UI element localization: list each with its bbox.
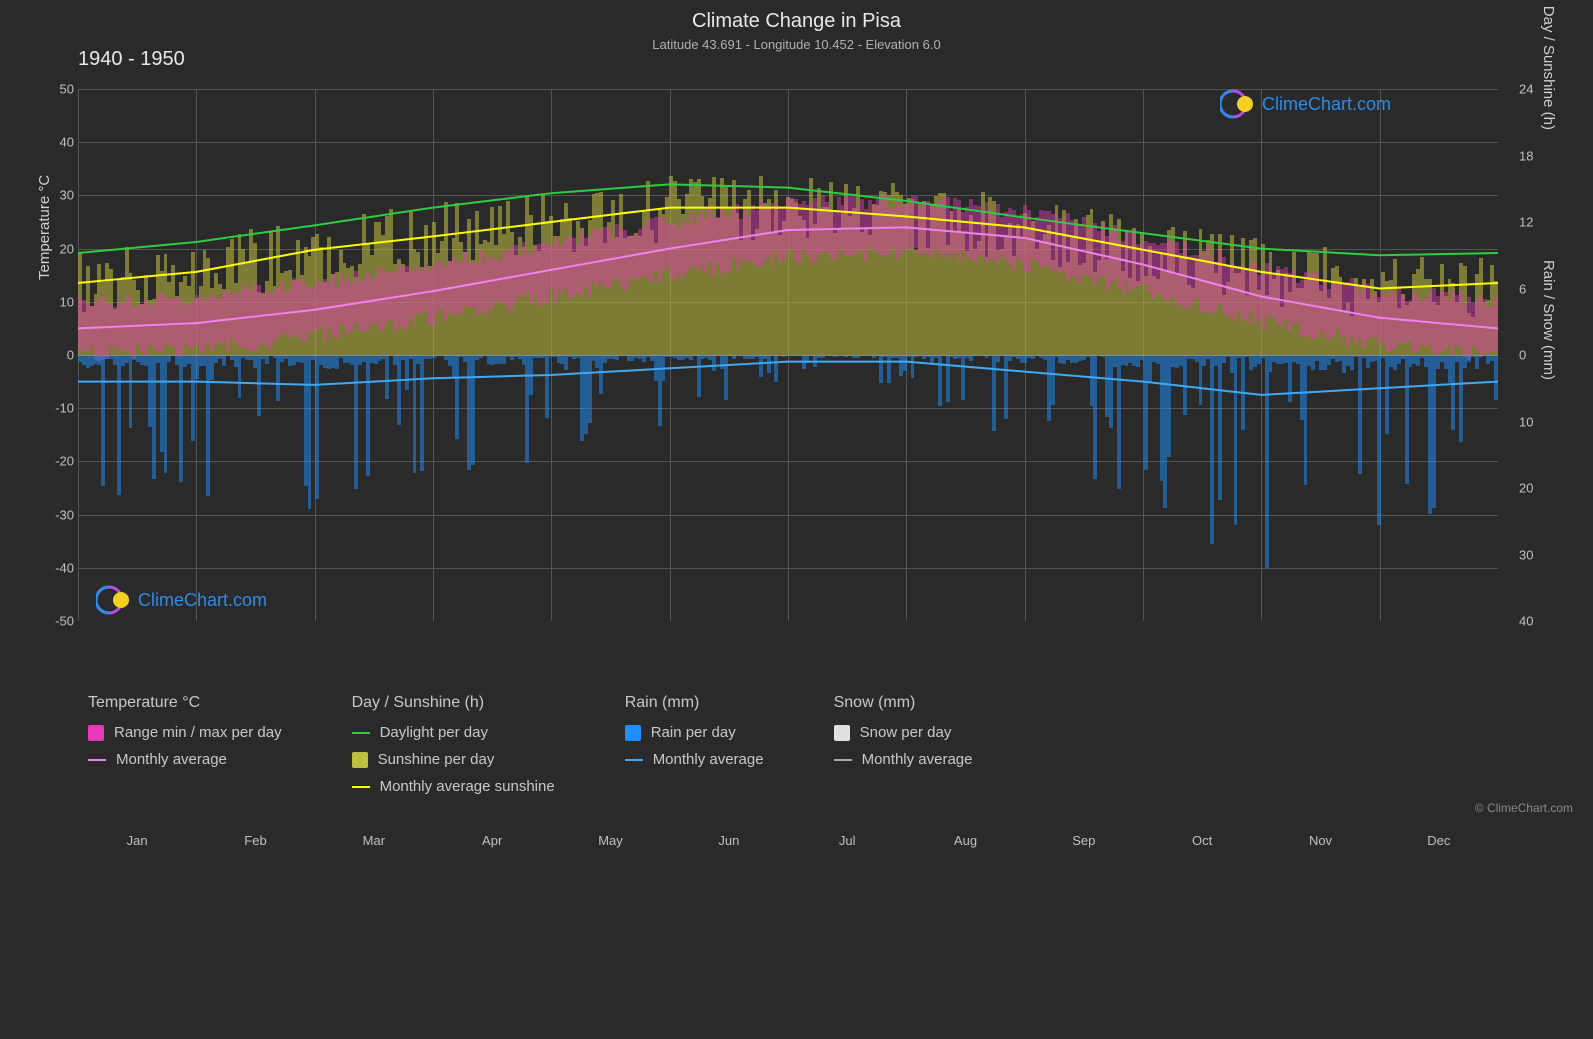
legend-line: [834, 759, 852, 761]
x-month-tick: Oct: [1192, 833, 1212, 1039]
year-range-label: 1940 - 1950: [78, 48, 185, 71]
zero-line: [78, 355, 1498, 356]
legend-header: Day / Sunshine (h): [352, 694, 555, 712]
legend-snow: Snow (mm) Snow per day Monthly average: [834, 694, 973, 795]
legend-sunshine: Day / Sunshine (h) Daylight per day Sunsh…: [352, 694, 555, 795]
legend-label: Range min / max per day: [114, 724, 282, 741]
x-month-tick: Jan: [127, 833, 148, 1039]
legend-label: Monthly average: [862, 751, 973, 768]
legend-label: Sunshine per day: [378, 751, 495, 768]
watermark-bottom: ClimeChart.com: [96, 582, 267, 618]
legend-label: Snow per day: [860, 724, 952, 741]
legend-item: Range min / max per day: [88, 724, 282, 741]
legend-swatch: [834, 725, 850, 741]
x-month-tick: Nov: [1309, 833, 1332, 1039]
y-right-tick: 0: [1519, 348, 1545, 363]
legend-line: [88, 759, 106, 761]
climechart-logo-icon: [1220, 86, 1256, 122]
legend-item: Rain per day: [625, 724, 764, 741]
y-left-tick: -30: [48, 507, 74, 522]
x-month-tick: Jul: [839, 833, 856, 1039]
legend-label: Monthly average sunshine: [380, 778, 555, 795]
legend-swatch: [352, 752, 368, 768]
legend-line: [352, 732, 370, 734]
y-left-tick: -20: [48, 454, 74, 469]
legend-item: Daylight per day: [352, 724, 555, 741]
y-right-tick: 12: [1519, 215, 1545, 230]
legend-header: Temperature °C: [88, 694, 282, 712]
y-right-tick: 10: [1519, 414, 1545, 429]
y-left-tick: -50: [48, 614, 74, 629]
y-left-tick: -10: [48, 401, 74, 416]
y-right-tick: 6: [1519, 281, 1545, 296]
plot-area: [78, 89, 1498, 621]
y-right-tick: 24: [1519, 82, 1545, 97]
x-month-tick: Sep: [1072, 833, 1095, 1039]
legend-item: Sunshine per day: [352, 751, 555, 768]
y-left-tick: 40: [48, 135, 74, 150]
y-left-tick: -40: [48, 560, 74, 575]
chart-subtitle: Latitude 43.691 - Longitude 10.452 - Ele…: [0, 33, 1593, 52]
y-left-tick: 50: [48, 82, 74, 97]
legend-header: Snow (mm): [834, 694, 973, 712]
legend-item: Snow per day: [834, 724, 973, 741]
legend-line: [352, 786, 370, 788]
legend-swatch: [625, 725, 641, 741]
watermark-text: ClimeChart.com: [138, 590, 267, 611]
x-month-tick: Aug: [954, 833, 977, 1039]
climechart-logo-icon: [96, 582, 132, 618]
legend-label: Rain per day: [651, 724, 736, 741]
y-left-tick: 20: [48, 241, 74, 256]
legend-line: [625, 759, 643, 761]
y-right-tick: 30: [1519, 547, 1545, 562]
copyright-label: © ClimeChart.com: [1475, 801, 1573, 815]
y-left-tick: 30: [48, 188, 74, 203]
legend-item: Monthly average: [88, 751, 282, 768]
legend-temperature: Temperature °C Range min / max per day Mo…: [88, 694, 282, 795]
y-left-tick: 0: [48, 348, 74, 363]
watermark-top: ClimeChart.com: [1220, 86, 1391, 122]
legend-label: Daylight per day: [380, 724, 488, 741]
legend-header: Rain (mm): [625, 694, 764, 712]
watermark-text: ClimeChart.com: [1262, 94, 1391, 115]
x-month-tick: Mar: [363, 833, 385, 1039]
y-right-top-axis-label: Day / Sunshine (h): [1540, 6, 1557, 130]
x-month-tick: May: [598, 833, 623, 1039]
y-right-tick: 20: [1519, 481, 1545, 496]
x-month-tick: Jun: [718, 833, 739, 1039]
x-month-tick: Dec: [1427, 833, 1450, 1039]
legend-label: Monthly average: [653, 751, 764, 768]
y-left-tick: 10: [48, 294, 74, 309]
chart-area: [78, 75, 1498, 635]
y-right-tick: 40: [1519, 614, 1545, 629]
legend-item: Monthly average sunshine: [352, 778, 555, 795]
legend-item: Monthly average: [625, 751, 764, 768]
legend-swatch: [88, 725, 104, 741]
y-right-tick: 18: [1519, 148, 1545, 163]
x-month-tick: Feb: [244, 833, 266, 1039]
legend-item: Monthly average: [834, 751, 973, 768]
legend-label: Monthly average: [116, 751, 227, 768]
x-month-tick: Apr: [482, 833, 502, 1039]
legend: Temperature °C Range min / max per day Mo…: [88, 694, 1553, 795]
legend-rain: Rain (mm) Rain per day Monthly average: [625, 694, 764, 795]
chart-title: Climate Change in Pisa: [0, 0, 1593, 33]
